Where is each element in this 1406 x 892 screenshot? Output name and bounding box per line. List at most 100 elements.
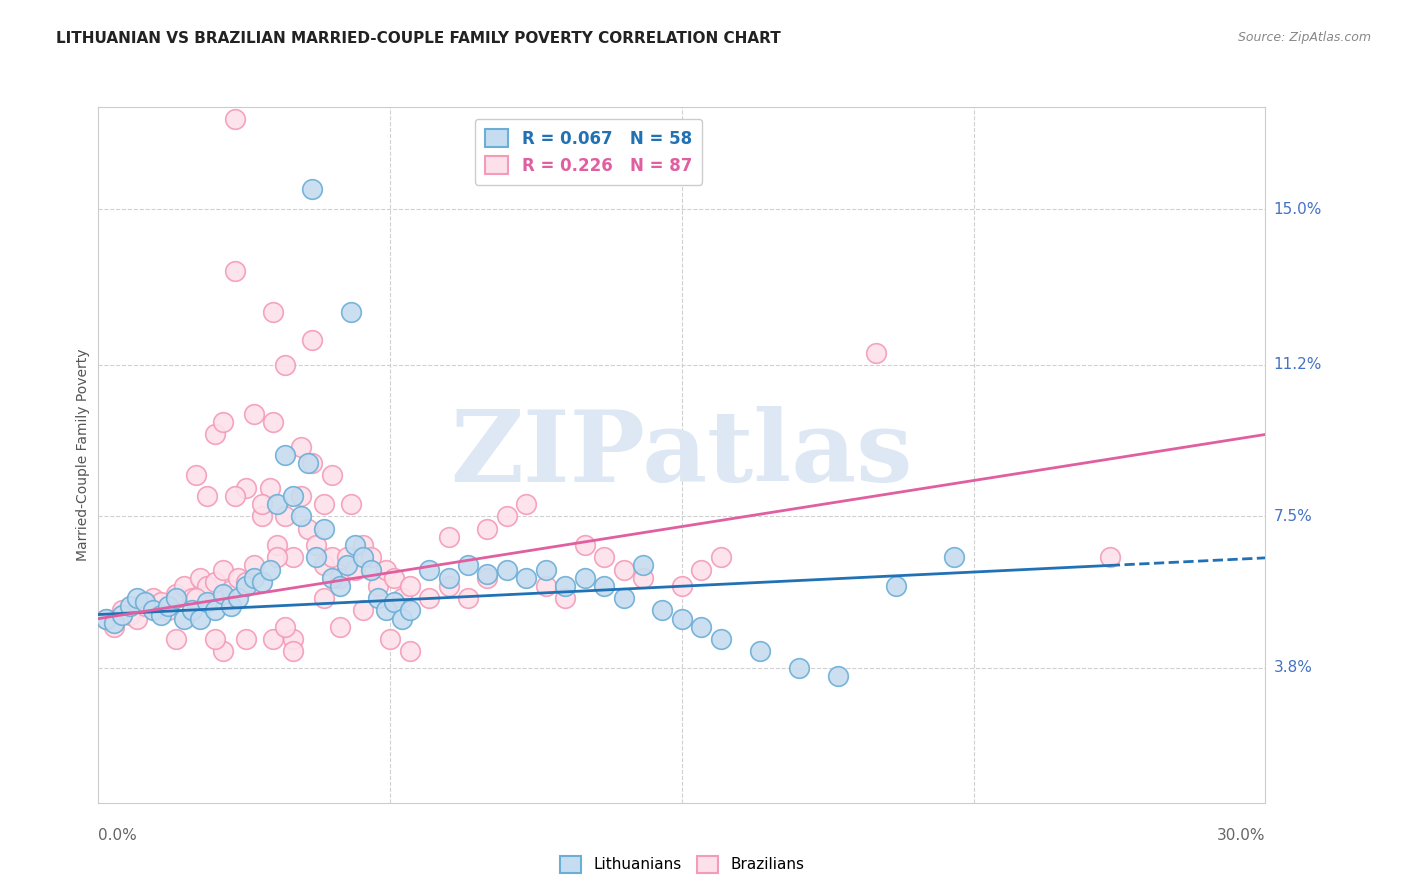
Point	[477, 522, 499, 536]
Point	[157, 603, 180, 617]
Point	[1098, 550, 1121, 565]
Point	[360, 550, 382, 565]
Point	[391, 591, 413, 606]
Point	[250, 497, 273, 511]
Point	[142, 591, 165, 606]
Point	[418, 591, 440, 606]
Point	[398, 579, 420, 593]
Point	[367, 579, 389, 593]
Point	[188, 571, 211, 585]
Point	[352, 538, 374, 552]
Point	[134, 595, 156, 609]
Point	[631, 558, 654, 573]
Point	[382, 595, 405, 609]
Point	[612, 562, 634, 576]
Point	[321, 550, 343, 565]
Text: 30.0%: 30.0%	[1218, 828, 1265, 843]
Point	[235, 481, 257, 495]
Point	[274, 509, 297, 524]
Point	[457, 591, 479, 606]
Point	[671, 612, 693, 626]
Point	[195, 489, 218, 503]
Point	[118, 607, 141, 622]
Point	[301, 182, 323, 196]
Point	[710, 632, 733, 646]
Point	[127, 591, 149, 606]
Point	[457, 558, 479, 573]
Point	[184, 468, 207, 483]
Point	[219, 599, 242, 614]
Point	[340, 304, 363, 318]
Point	[534, 579, 557, 593]
Point	[554, 591, 576, 606]
Point	[262, 304, 284, 318]
Point	[118, 599, 141, 614]
Point	[827, 669, 849, 683]
Point	[437, 579, 460, 593]
Point	[321, 468, 343, 483]
Point	[259, 481, 281, 495]
Point	[352, 603, 374, 617]
Point	[173, 579, 195, 593]
Point	[243, 407, 266, 421]
Y-axis label: Married-Couple Family Poverty: Married-Couple Family Poverty	[76, 349, 90, 561]
Point	[477, 571, 499, 585]
Point	[212, 587, 235, 601]
Point	[321, 571, 343, 585]
Point	[262, 632, 284, 646]
Point	[534, 562, 557, 576]
Point	[142, 603, 165, 617]
Point	[943, 550, 966, 565]
Point	[195, 595, 218, 609]
Point	[281, 489, 304, 503]
Point	[224, 489, 246, 503]
Text: Source: ZipAtlas.com: Source: ZipAtlas.com	[1237, 31, 1371, 45]
Point	[305, 538, 328, 552]
Point	[495, 509, 517, 524]
Point	[301, 334, 323, 348]
Point	[157, 599, 180, 614]
Point	[884, 579, 907, 593]
Point	[281, 632, 304, 646]
Point	[690, 620, 713, 634]
Text: LITHUANIAN VS BRAZILIAN MARRIED-COUPLE FAMILY POVERTY CORRELATION CHART: LITHUANIAN VS BRAZILIAN MARRIED-COUPLE F…	[56, 31, 780, 46]
Point	[188, 612, 211, 626]
Point	[290, 509, 312, 524]
Point	[204, 574, 226, 589]
Text: 7.5%: 7.5%	[1274, 508, 1312, 524]
Point	[418, 562, 440, 576]
Point	[301, 456, 323, 470]
Point	[312, 591, 335, 606]
Point	[262, 415, 284, 429]
Point	[243, 558, 266, 573]
Point	[243, 571, 266, 585]
Point	[274, 620, 297, 634]
Point	[710, 550, 733, 565]
Point	[111, 607, 134, 622]
Point	[134, 599, 156, 614]
Point	[224, 112, 246, 127]
Point	[281, 644, 304, 658]
Point	[305, 550, 328, 565]
Point	[297, 456, 319, 470]
Point	[195, 579, 218, 593]
Point	[212, 562, 235, 576]
Point	[312, 558, 335, 573]
Point	[329, 579, 352, 593]
Point	[96, 612, 118, 626]
Point	[336, 558, 359, 573]
Point	[437, 530, 460, 544]
Point	[204, 632, 226, 646]
Text: ZIPatlas: ZIPatlas	[451, 407, 912, 503]
Point	[259, 562, 281, 576]
Point	[367, 591, 389, 606]
Point	[173, 612, 195, 626]
Point	[651, 603, 673, 617]
Point	[515, 571, 537, 585]
Point	[340, 497, 363, 511]
Point	[312, 522, 335, 536]
Point	[266, 550, 288, 565]
Point	[235, 632, 257, 646]
Legend: Lithuanians, Brazilians: Lithuanians, Brazilians	[554, 850, 810, 879]
Point	[127, 612, 149, 626]
